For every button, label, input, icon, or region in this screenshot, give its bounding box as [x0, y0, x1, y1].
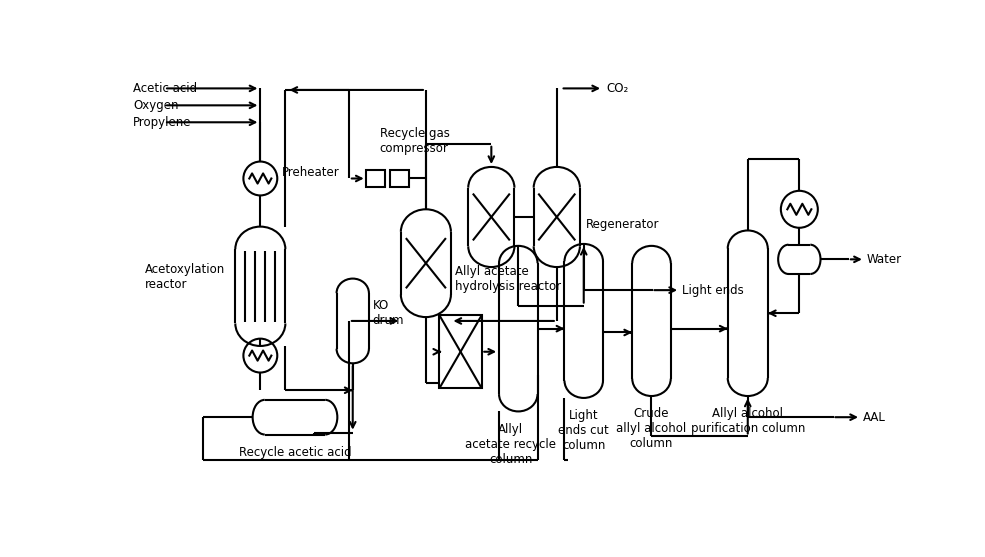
Text: Acetoxylation
reactor: Acetoxylation reactor [145, 263, 226, 291]
Text: CO₂: CO₂ [607, 82, 629, 95]
Text: Allyl acetate
hydrolysis reactor: Allyl acetate hydrolysis reactor [455, 265, 561, 292]
Text: Allyl alcohol
purification column: Allyl alcohol purification column [690, 407, 805, 435]
Text: Light ends: Light ends [683, 284, 744, 297]
Text: Acetic acid: Acetic acid [133, 82, 197, 95]
Bar [389, 170, 409, 187]
Bar [366, 170, 385, 187]
Bar [439, 315, 482, 388]
Text: Oxygen: Oxygen [133, 99, 179, 112]
Text: AAL: AAL [863, 411, 886, 424]
Text: Water: Water [867, 253, 902, 266]
Text: Allyl
acetate recycle
column: Allyl acetate recycle column [465, 423, 557, 466]
Text: Light
ends cut
column: Light ends cut column [558, 409, 609, 452]
Text: Regenerator: Regenerator [586, 218, 660, 231]
Text: KO
drum: KO drum [372, 299, 404, 328]
Text: Recycle acetic acid: Recycle acetic acid [238, 447, 352, 460]
Text: Recycle gas
compressor: Recycle gas compressor [379, 128, 449, 155]
Text: Crude
allyl alcohol
column: Crude allyl alcohol column [617, 407, 687, 450]
Text: Preheater: Preheater [282, 166, 340, 179]
Text: Propylene: Propylene [133, 116, 192, 129]
